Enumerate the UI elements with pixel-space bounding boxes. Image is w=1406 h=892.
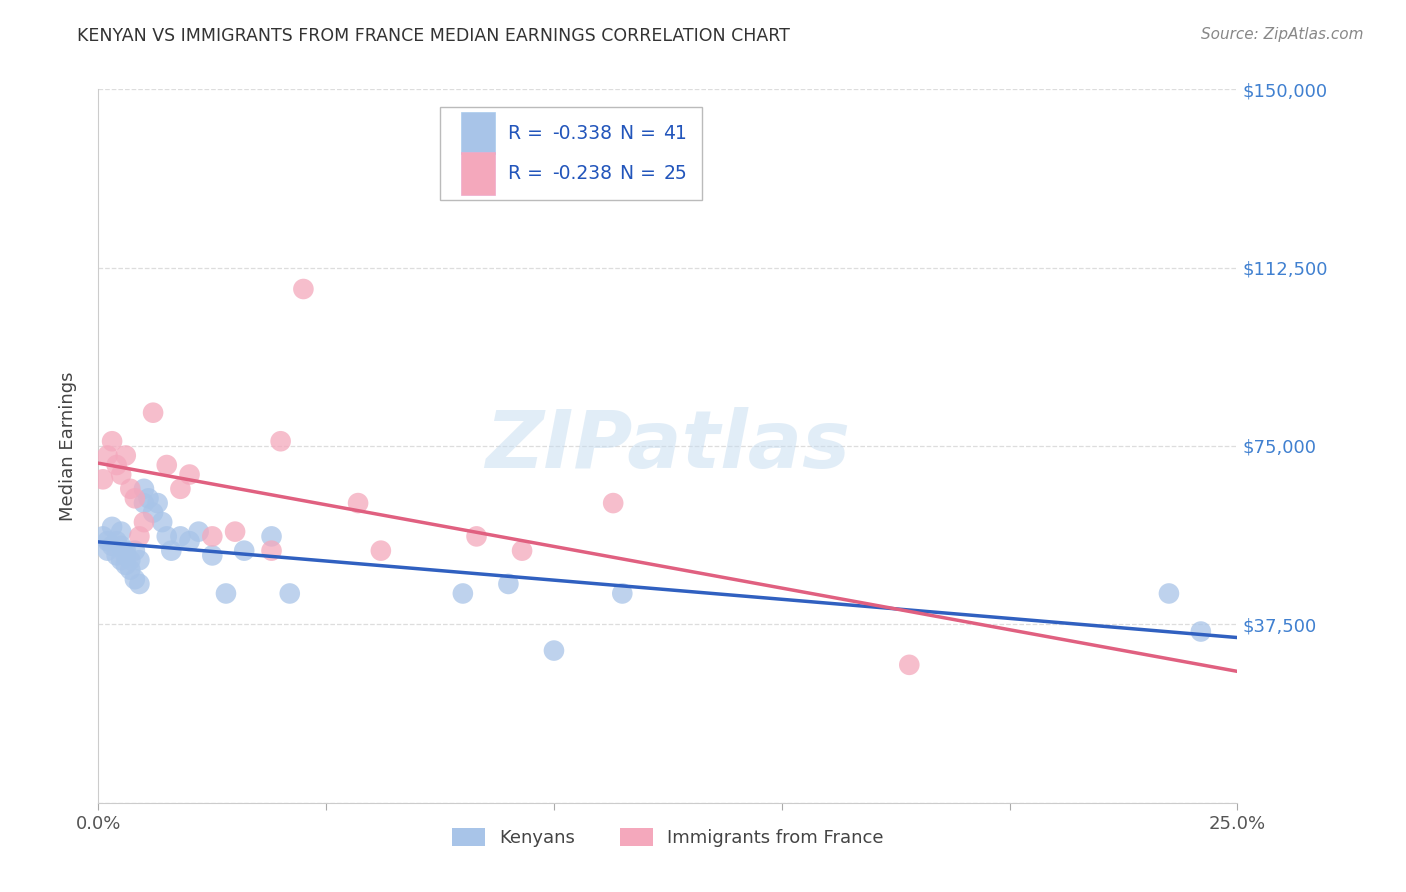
Point: [1189, 624, 1212, 639]
Point: [128, 553, 150, 567]
Point: [132, 482, 155, 496]
Point: [260, 543, 283, 558]
Point: [169, 482, 191, 496]
Text: 25: 25: [664, 164, 688, 184]
Point: [233, 543, 256, 558]
Point: [114, 549, 136, 563]
Point: [101, 434, 124, 449]
FancyBboxPatch shape: [440, 107, 702, 200]
Point: [498, 577, 520, 591]
Point: [120, 563, 142, 577]
Point: [179, 467, 201, 482]
Point: [510, 543, 533, 558]
Point: [110, 467, 132, 482]
FancyBboxPatch shape: [461, 112, 495, 154]
Point: [124, 543, 146, 558]
Point: [142, 506, 165, 520]
Point: [128, 529, 150, 543]
Point: [179, 534, 201, 549]
Point: [105, 549, 128, 563]
Text: 41: 41: [664, 123, 688, 143]
Point: [156, 529, 179, 543]
Point: [465, 529, 488, 543]
Point: [612, 586, 634, 600]
Legend: Kenyans, Immigrants from France: Kenyans, Immigrants from France: [444, 822, 891, 855]
Point: [132, 515, 155, 529]
Point: [451, 586, 474, 600]
Point: [146, 496, 169, 510]
Text: N =: N =: [620, 164, 662, 184]
Point: [96, 449, 118, 463]
Point: [292, 282, 315, 296]
FancyBboxPatch shape: [461, 153, 495, 195]
Point: [101, 539, 124, 553]
Point: [156, 458, 179, 472]
Point: [160, 543, 183, 558]
Text: R =: R =: [509, 123, 550, 143]
Point: [128, 577, 150, 591]
Text: Source: ZipAtlas.com: Source: ZipAtlas.com: [1201, 27, 1364, 42]
Point: [101, 520, 124, 534]
Point: [124, 572, 146, 586]
Text: KENYAN VS IMMIGRANTS FROM FRANCE MEDIAN EARNINGS CORRELATION CHART: KENYAN VS IMMIGRANTS FROM FRANCE MEDIAN …: [77, 27, 790, 45]
Point: [278, 586, 301, 600]
Point: [224, 524, 246, 539]
Point: [105, 458, 128, 472]
Point: [96, 543, 118, 558]
Point: [105, 534, 128, 549]
Point: [114, 558, 136, 572]
Point: [110, 539, 132, 553]
Point: [270, 434, 292, 449]
Point: [150, 515, 173, 529]
Point: [201, 549, 224, 563]
Point: [169, 529, 191, 543]
Point: [124, 491, 146, 506]
Point: [370, 543, 392, 558]
Y-axis label: Median Earnings: Median Earnings: [59, 371, 77, 521]
Point: [114, 543, 136, 558]
Point: [96, 534, 118, 549]
Point: [543, 643, 565, 657]
Point: [898, 657, 921, 672]
Point: [110, 553, 132, 567]
Point: [260, 529, 283, 543]
Text: -0.338: -0.338: [551, 123, 612, 143]
Point: [132, 496, 155, 510]
Point: [1157, 586, 1180, 600]
Point: [602, 496, 624, 510]
Point: [120, 553, 142, 567]
Point: [114, 449, 136, 463]
Text: -0.238: -0.238: [551, 164, 612, 184]
Point: [347, 496, 370, 510]
Point: [187, 524, 209, 539]
Text: N =: N =: [620, 123, 662, 143]
Text: R =: R =: [509, 164, 550, 184]
Point: [138, 491, 160, 506]
Point: [120, 482, 142, 496]
Point: [91, 529, 114, 543]
Point: [91, 472, 114, 486]
Text: ZIPatlas: ZIPatlas: [485, 407, 851, 485]
Point: [142, 406, 165, 420]
Point: [201, 529, 224, 543]
Point: [110, 524, 132, 539]
Point: [215, 586, 238, 600]
